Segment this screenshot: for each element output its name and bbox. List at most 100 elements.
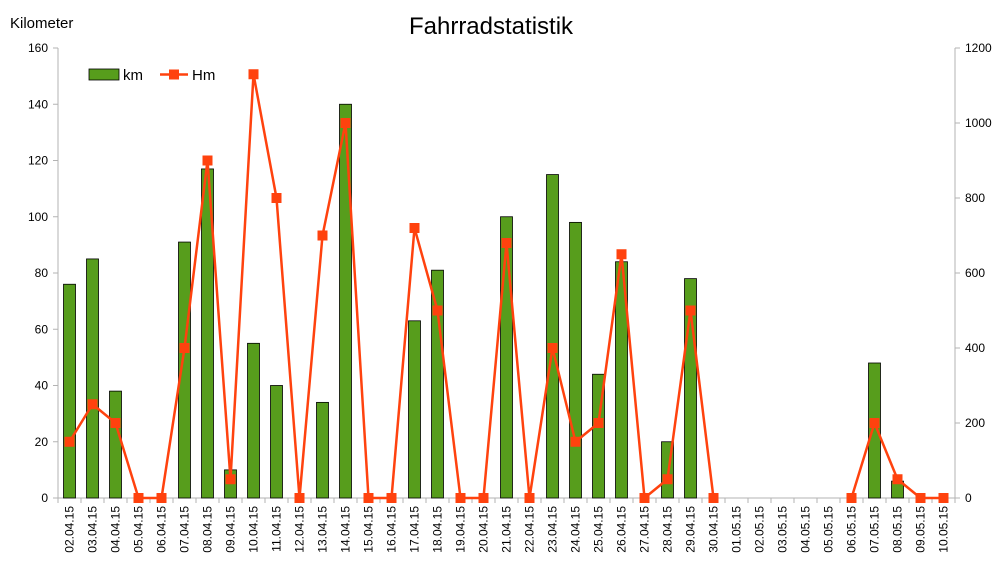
- point-hm: [225, 474, 236, 485]
- y-tick-label: 80: [35, 266, 49, 280]
- point-hm: [478, 493, 489, 503]
- x-tick-label: 05.05.15: [822, 506, 836, 553]
- x-tick-label: 10.05.15: [937, 506, 951, 553]
- x-tick-label: 08.05.15: [891, 506, 905, 553]
- bar-km: [316, 401, 329, 499]
- x-tick-label: 20.04.15: [477, 506, 491, 553]
- y2-tick-label: 200: [965, 416, 985, 430]
- x-tick-label: 19.04.15: [454, 506, 468, 553]
- bar-km: [868, 362, 881, 499]
- point-hm: [455, 493, 466, 503]
- x-tick-label: 14.04.15: [339, 506, 353, 553]
- y-axis-title: Kilometer: [10, 15, 73, 32]
- bar-km: [339, 103, 352, 499]
- x-tick-label: 03.04.15: [86, 506, 100, 553]
- point-hm: [639, 493, 650, 503]
- legend-km-swatch: [88, 68, 120, 81]
- x-tick-label: 09.05.15: [914, 506, 928, 553]
- point-hm: [892, 474, 903, 485]
- y2-tick-label: 800: [965, 191, 985, 205]
- point-hm: [340, 118, 351, 128]
- legend-hm-marker: [169, 69, 179, 80]
- point-hm: [271, 193, 282, 203]
- point-hm: [708, 493, 719, 503]
- point-hm: [524, 493, 535, 503]
- x-tick-label: 04.05.15: [799, 506, 813, 553]
- point-hm: [547, 343, 558, 353]
- x-tick-label: 04.04.15: [109, 506, 123, 553]
- point-hm: [616, 249, 627, 260]
- x-tick-label: 06.04.15: [155, 506, 169, 553]
- x-tick-label: 22.04.15: [523, 506, 537, 553]
- point-hm: [133, 493, 144, 503]
- point-hm: [179, 343, 190, 353]
- point-hm: [248, 69, 259, 80]
- point-hm: [570, 436, 581, 447]
- x-tick-label: 27.04.15: [638, 506, 652, 553]
- bar-km: [500, 216, 513, 499]
- bar-km: [408, 320, 421, 499]
- x-tick-label: 09.04.15: [224, 506, 238, 553]
- y-tick-label: 120: [28, 154, 48, 168]
- x-tick-label: 10.04.15: [247, 506, 261, 553]
- point-hm: [432, 305, 443, 316]
- point-hm: [593, 418, 604, 428]
- y2-tick-label: 0: [965, 491, 972, 505]
- x-tick-label: 28.04.15: [661, 506, 675, 553]
- x-tick-label: 02.04.15: [63, 506, 77, 553]
- point-hm: [363, 493, 374, 503]
- bar-km: [247, 342, 260, 499]
- bar-km: [178, 241, 191, 499]
- point-hm: [938, 493, 949, 503]
- point-hm: [685, 305, 696, 316]
- x-tick-label: 07.05.15: [868, 506, 882, 553]
- bar-km: [270, 385, 283, 499]
- x-tick-label: 29.04.15: [684, 506, 698, 553]
- bar-km: [569, 221, 582, 499]
- y2-tick-label: 400: [965, 341, 985, 355]
- point-hm: [110, 418, 121, 428]
- point-hm: [869, 418, 880, 428]
- point-hm: [64, 436, 75, 447]
- bar-km: [109, 390, 122, 499]
- plot-area: 0 20 40 60 80 100 120 140 160 0 200 400 600 800 1000 12…: [28, 41, 992, 553]
- y-tick-label: 100: [28, 210, 48, 224]
- x-tick-label: 26.04.15: [615, 506, 629, 553]
- x-tick-label: 08.04.15: [201, 506, 215, 553]
- chart-title: Fahrradstatistik: [409, 13, 574, 40]
- x-tick-label: 03.05.15: [776, 506, 790, 553]
- y-tick-label: 60: [35, 322, 49, 336]
- x-tick-label: 15.04.15: [362, 506, 376, 553]
- x-tick-label: 11.04.15: [270, 506, 284, 552]
- x-tick-label: 06.05.15: [845, 506, 859, 553]
- x-tick-label: 16.04.15: [385, 506, 399, 553]
- point-hm: [501, 238, 512, 248]
- point-hm: [662, 474, 673, 485]
- x-tick-label: 30.04.15: [707, 506, 721, 553]
- point-hm: [386, 493, 397, 503]
- x-tick-label: 07.04.15: [178, 506, 192, 553]
- legend-km-label: km: [123, 67, 143, 84]
- y-tick-label: 160: [28, 41, 48, 55]
- y2-tick-label: 600: [965, 266, 985, 280]
- x-tick-label: 21.04.15: [500, 506, 514, 553]
- point-hm: [409, 223, 420, 233]
- y-tick-label: 0: [41, 491, 48, 505]
- x-tick-label: 02.05.15: [753, 506, 767, 553]
- x-tick-label: 25.04.15: [592, 506, 606, 553]
- x-tick-label: 05.04.15: [132, 506, 146, 553]
- x-tick-label: 01.05.15: [730, 506, 744, 553]
- y-tick-label: 20: [35, 435, 49, 449]
- point-hm: [317, 230, 328, 241]
- x-tick-label: 17.04.15: [408, 506, 422, 553]
- legend-hm-label: Hm: [192, 67, 215, 84]
- x-tick-label: 13.04.15: [316, 506, 330, 553]
- point-hm: [846, 493, 857, 503]
- bar-km: [546, 174, 559, 499]
- y-tick-label: 140: [28, 97, 48, 111]
- point-hm: [915, 493, 926, 503]
- bar-km: [431, 269, 444, 499]
- x-tick-label: 12.04.15: [293, 506, 307, 553]
